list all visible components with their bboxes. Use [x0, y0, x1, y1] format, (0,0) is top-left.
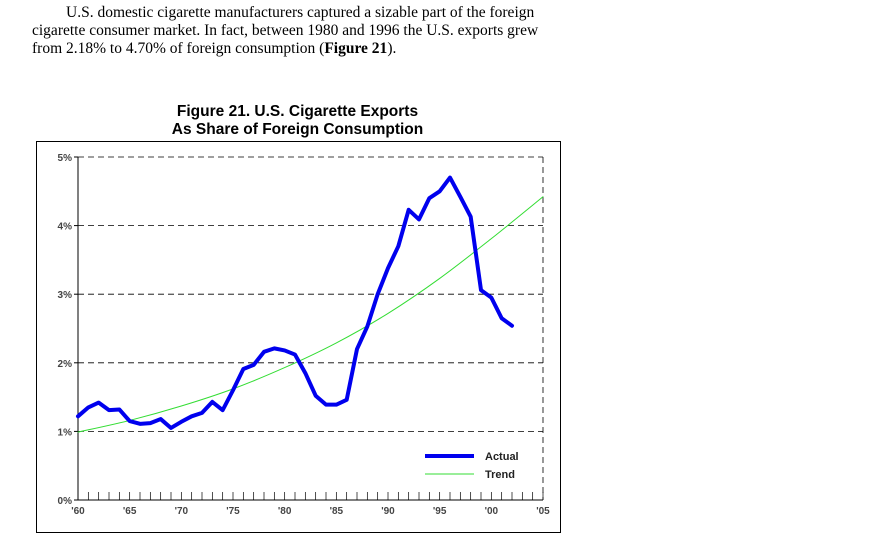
paragraph-line-3-suffix: ). — [387, 40, 397, 57]
x-tick-label-1985: '85 — [330, 506, 344, 517]
x-tick-label-2005: '05 — [536, 506, 550, 517]
paragraph-line-2: cigarette consumer market. In fact, betw… — [32, 22, 539, 39]
y-tick-label-1: 1% — [58, 427, 73, 438]
y-tick-label-2: 2% — [58, 359, 73, 370]
y-tick-label-5: 5% — [58, 153, 73, 164]
chart-title: Figure 21. U.S. Cigarette Exports — [176, 103, 419, 120]
body-paragraph: U.S. domestic cigarette manufacturers ca… — [32, 4, 572, 58]
figure-reference: Figure 21 — [324, 40, 388, 57]
paragraph-line-3-prefix: from 2.18% to 4.70% of foreign consumpti… — [32, 40, 325, 57]
legend-label-actual: Actual — [485, 451, 519, 463]
series-line-trend — [77, 196, 544, 433]
x-tick-label-1995: '95 — [433, 506, 447, 517]
legend-label-trend: Trend — [485, 469, 515, 481]
x-tick-label-1960: '60 — [71, 506, 85, 517]
paragraph-line-3: from 2.18% to 4.70% of foreign consumpti… — [32, 40, 572, 58]
y-tick-label-4: 4% — [58, 222, 73, 233]
series-line-actual — [76, 175, 514, 430]
x-tick-label-1990: '90 — [381, 506, 395, 517]
x-tick-label-1965: '65 — [123, 506, 137, 517]
x-tick-label-1975: '75 — [226, 506, 240, 517]
x-tick-label-2000: '00 — [485, 506, 499, 517]
paragraph-line-1: U.S. domestic cigarette manufacturers ca… — [66, 4, 535, 21]
chart-subtitle: As Share of Foreign Consumption — [171, 121, 424, 138]
figure-title: Figure 21. U.S. Cigarette Exports As Sha… — [150, 103, 445, 139]
line-chart: 0% 1% 2% 3% 4% 5% '60 '65 '70 '75 '80 '85 '90 '95 '00 '… — [58, 153, 551, 517]
y-tick-label-3: 3% — [58, 290, 73, 301]
y-tick-label-0: 0% — [58, 496, 73, 507]
chart-frame: 0% 1% 2% 3% 4% 5% '60 '65 '70 '75 '80 '85 '90 '95 '00 '… — [36, 141, 561, 533]
x-tick-label-1980: '80 — [278, 506, 292, 517]
x-tick-label-1970: '70 — [175, 506, 189, 517]
